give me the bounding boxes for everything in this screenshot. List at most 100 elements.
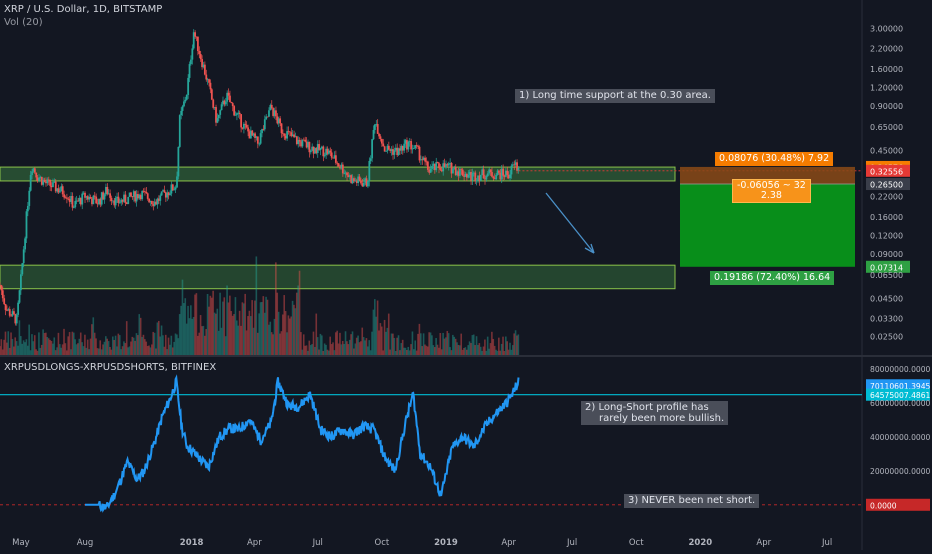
volume-bar bbox=[88, 349, 90, 355]
candle-body bbox=[340, 164, 343, 169]
candle-body bbox=[414, 145, 417, 149]
candle-body bbox=[89, 196, 92, 199]
volume-bar bbox=[49, 339, 51, 355]
candle-body bbox=[411, 148, 414, 150]
candle-body bbox=[46, 179, 49, 184]
candle-body bbox=[153, 201, 156, 206]
candle-body bbox=[393, 150, 396, 155]
candle-body bbox=[429, 168, 432, 173]
time-axis: May Aug 2018 Apr Jul Oct 2019 Apr Jul Oct 2020 Apr J… bbox=[12, 538, 832, 548]
position-tool[interactable] bbox=[680, 166, 855, 267]
volume-bar bbox=[399, 350, 401, 355]
annotation-long-short[interactable]: 2) Long-Short profile has rarely been mo… bbox=[581, 401, 729, 425]
candle-body bbox=[481, 169, 484, 176]
candle-body bbox=[68, 199, 71, 202]
candle-body bbox=[231, 103, 234, 107]
annotation-never-short[interactable]: 3) NEVER been net short. bbox=[624, 494, 760, 508]
candle-body bbox=[266, 116, 269, 118]
candle-body bbox=[247, 127, 249, 132]
volume-bar bbox=[82, 346, 85, 355]
volume-bar bbox=[371, 331, 373, 355]
volume-bar bbox=[177, 338, 180, 355]
candle-body bbox=[238, 112, 241, 115]
candle-body bbox=[222, 100, 224, 105]
volume-bar bbox=[194, 294, 196, 355]
volume-bar bbox=[334, 332, 337, 355]
price-tick-label: 0.16000 bbox=[870, 213, 903, 222]
candle-body bbox=[53, 181, 56, 183]
candle-body bbox=[61, 186, 64, 195]
volume-bar bbox=[53, 337, 56, 355]
candle-body bbox=[162, 190, 164, 192]
volume-bar bbox=[4, 331, 7, 355]
candle-body bbox=[279, 118, 282, 124]
volume-bar bbox=[403, 347, 405, 355]
candle-body bbox=[0, 285, 1, 286]
volume-bar bbox=[429, 332, 432, 355]
volume-bar bbox=[210, 297, 213, 355]
candle-body bbox=[407, 141, 410, 150]
volume-bar bbox=[99, 340, 102, 355]
candle-body bbox=[295, 136, 298, 145]
volume-bar bbox=[446, 330, 449, 355]
candle-body bbox=[341, 164, 344, 174]
volume-bar bbox=[157, 320, 160, 355]
candle-body bbox=[190, 59, 192, 65]
candle-body bbox=[273, 110, 276, 116]
annotation-long-short-line1: 2) Long-Short profile has bbox=[585, 402, 709, 413]
volume-bar bbox=[176, 334, 178, 355]
candle-body bbox=[118, 202, 121, 204]
volume-bar bbox=[263, 312, 266, 355]
candle-body bbox=[111, 200, 114, 202]
annotation-support[interactable]: 1) Long time support at the 0.30 area. bbox=[515, 89, 715, 103]
volume-bar bbox=[283, 295, 286, 355]
volume-bar bbox=[290, 316, 292, 355]
candle-body bbox=[379, 136, 382, 139]
candle-body bbox=[249, 130, 252, 139]
volume-bar bbox=[456, 342, 458, 355]
volume-bar bbox=[415, 350, 418, 355]
volume-bar bbox=[463, 347, 465, 355]
volume-bar bbox=[358, 342, 361, 355]
candle-body bbox=[368, 160, 371, 182]
volume-bar bbox=[61, 344, 64, 355]
candle-body bbox=[26, 205, 29, 212]
candle-body bbox=[174, 187, 177, 190]
volume-bar bbox=[426, 346, 429, 355]
candle-body bbox=[298, 140, 301, 142]
candle-body bbox=[10, 315, 13, 317]
candle-body bbox=[52, 182, 54, 188]
candle-body bbox=[499, 172, 502, 180]
candle-body bbox=[440, 169, 443, 172]
volume-bar bbox=[220, 327, 223, 355]
candle-body bbox=[167, 192, 170, 196]
volume-bar bbox=[378, 330, 380, 355]
volume-bar bbox=[495, 349, 497, 355]
volume-bar bbox=[509, 342, 511, 355]
candle-body bbox=[93, 195, 96, 197]
candle-body bbox=[406, 140, 408, 150]
price-tick-label: 2.20000 bbox=[870, 44, 903, 53]
volume-bar bbox=[209, 295, 212, 355]
candle-body bbox=[426, 161, 429, 170]
price-tick-label: 0.09000 bbox=[870, 250, 903, 259]
candle-body bbox=[311, 146, 314, 151]
volume-bar bbox=[308, 340, 311, 355]
volume-bar bbox=[50, 340, 53, 355]
candle-body bbox=[98, 198, 100, 205]
volume-bar bbox=[347, 344, 350, 355]
volume-bar bbox=[217, 330, 220, 355]
time-tick-label: Aug bbox=[77, 538, 94, 548]
volume-bar bbox=[369, 350, 372, 355]
candle-body bbox=[177, 146, 180, 177]
volume-bar bbox=[298, 270, 301, 355]
candle-body bbox=[241, 127, 244, 129]
volume-bar bbox=[488, 348, 490, 355]
volume-bar bbox=[445, 337, 447, 355]
candle-body bbox=[277, 118, 280, 124]
volume-bar bbox=[67, 336, 69, 355]
volume-bar bbox=[439, 333, 442, 355]
volume-bar bbox=[86, 339, 89, 355]
volume-bar bbox=[255, 256, 258, 355]
